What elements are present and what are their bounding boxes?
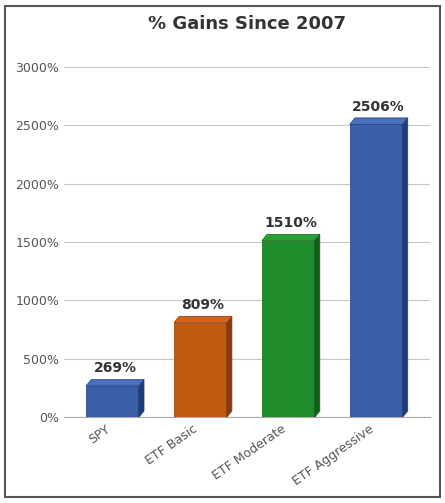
Polygon shape (402, 118, 408, 417)
Polygon shape (86, 386, 139, 417)
Title: % Gains Since 2007: % Gains Since 2007 (148, 15, 346, 33)
Text: 809%: 809% (182, 298, 224, 312)
Polygon shape (174, 316, 232, 323)
Polygon shape (227, 316, 232, 417)
Polygon shape (174, 323, 227, 417)
Polygon shape (350, 118, 408, 124)
Polygon shape (262, 234, 320, 241)
Polygon shape (262, 241, 315, 417)
Text: 269%: 269% (93, 362, 137, 375)
Polygon shape (139, 380, 144, 417)
Polygon shape (315, 234, 320, 417)
Polygon shape (350, 124, 402, 417)
Text: 2506%: 2506% (352, 100, 405, 114)
Polygon shape (86, 380, 144, 386)
Text: 1510%: 1510% (264, 216, 317, 230)
